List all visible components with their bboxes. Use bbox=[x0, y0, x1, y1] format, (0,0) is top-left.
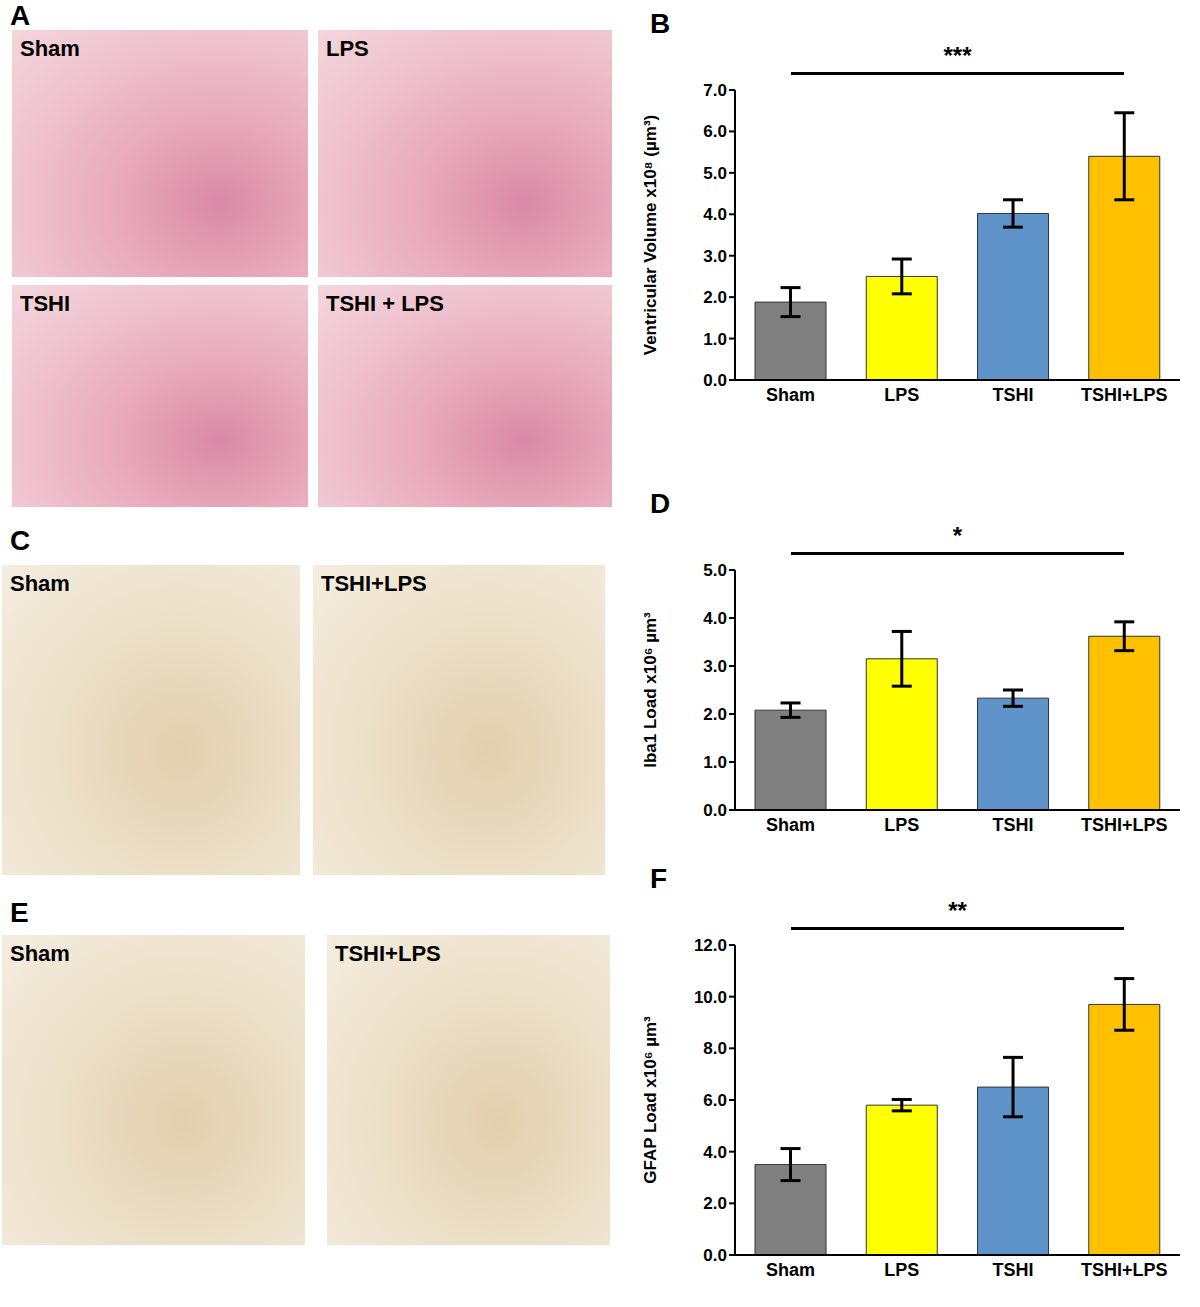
svg-text:GFAP Load x10⁶ µm³: GFAP Load x10⁶ µm³ bbox=[641, 1016, 660, 1184]
html-text:TSHI+LPS: TSHI+LPS bbox=[335, 941, 441, 966]
svg-text:LPS: LPS bbox=[884, 815, 919, 835]
svg-text:Ventricular Volume x10⁸ (µm³): Ventricular Volume x10⁸ (µm³) bbox=[641, 115, 660, 355]
svg-text:1.0: 1.0 bbox=[703, 753, 727, 772]
svg-text:LPS: LPS bbox=[884, 385, 919, 405]
svg-text:12.0: 12.0 bbox=[694, 936, 727, 955]
svg-text:Sham: Sham bbox=[766, 815, 815, 835]
svg-text:5.0: 5.0 bbox=[703, 561, 727, 580]
svg-text:3.0: 3.0 bbox=[703, 247, 727, 266]
html-text:E: E bbox=[10, 897, 29, 928]
html-text:TSHI+LPS: TSHI+LPS bbox=[321, 571, 427, 596]
svg-text:0.0: 0.0 bbox=[703, 371, 727, 390]
html-text:F: F bbox=[650, 863, 668, 894]
svg-text:2.0: 2.0 bbox=[703, 288, 727, 307]
svg-text:0.0: 0.0 bbox=[703, 801, 727, 820]
svg-text:8.0: 8.0 bbox=[703, 1039, 727, 1058]
svg-text:10.0: 10.0 bbox=[694, 988, 727, 1007]
svg-text:Sham: Sham bbox=[766, 1260, 815, 1280]
html-text:D: D bbox=[650, 488, 671, 519]
svg-text:4.0: 4.0 bbox=[703, 205, 727, 224]
html-text:B: B bbox=[650, 8, 671, 39]
html-text:Sham: Sham bbox=[10, 571, 70, 596]
svg-text:3.0: 3.0 bbox=[703, 657, 727, 676]
svg-text:TSHI: TSHI bbox=[993, 1260, 1034, 1280]
svg-text:TSHI: TSHI bbox=[993, 815, 1034, 835]
svg-text:0.0: 0.0 bbox=[703, 1246, 727, 1265]
svg-text:2.0: 2.0 bbox=[703, 705, 727, 724]
svg-text:LPS: LPS bbox=[884, 1260, 919, 1280]
svg-text:Sham: Sham bbox=[766, 385, 815, 405]
svg-text:1.0: 1.0 bbox=[703, 330, 727, 349]
svg-text:6.0: 6.0 bbox=[703, 1091, 727, 1110]
svg-text:7.0: 7.0 bbox=[703, 81, 727, 100]
svg-text:4.0: 4.0 bbox=[703, 1143, 727, 1162]
html-text:C: C bbox=[10, 525, 31, 556]
html-text:Sham: Sham bbox=[20, 36, 80, 61]
html-text:TSHI + LPS: TSHI + LPS bbox=[326, 291, 444, 316]
html-text:Sham: Sham bbox=[10, 941, 70, 966]
html-text:TSHI: TSHI bbox=[20, 291, 71, 316]
svg-text:5.0: 5.0 bbox=[703, 164, 727, 183]
svg-text:Iba1 Load x10⁶ µm³: Iba1 Load x10⁶ µm³ bbox=[641, 612, 660, 768]
svg-text:6.0: 6.0 bbox=[703, 122, 727, 141]
svg-text:TSHI+LPS: TSHI+LPS bbox=[1081, 815, 1168, 835]
html-text:LPS: LPS bbox=[326, 36, 369, 61]
svg-text:TSHI: TSHI bbox=[993, 385, 1034, 405]
svg-text:TSHI+LPS: TSHI+LPS bbox=[1081, 1260, 1168, 1280]
svg-text:4.0: 4.0 bbox=[703, 609, 727, 628]
svg-text:2.0: 2.0 bbox=[703, 1194, 727, 1213]
html-text:A: A bbox=[10, 0, 31, 31]
svg-text:TSHI+LPS: TSHI+LPS bbox=[1081, 385, 1168, 405]
